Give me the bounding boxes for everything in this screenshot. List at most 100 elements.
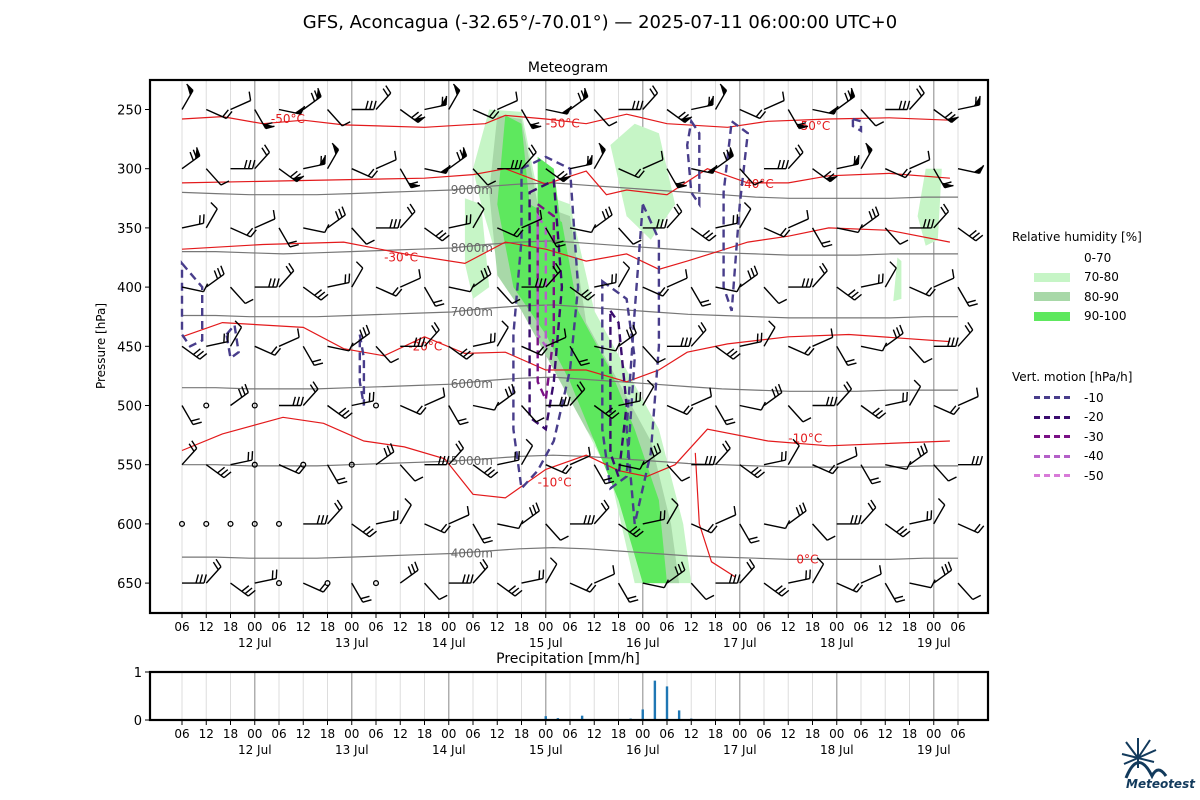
precip-bar [665,686,669,720]
x-day-label: 15 Jul [529,743,563,757]
wind-barb-staff [496,326,509,347]
wind-barb-feather [389,219,394,229]
wind-barb-feather [748,558,756,568]
geopotential-contours: 9000m 8000m 7000m 6000m 5000m 4000m [181,182,958,561]
wind-barb-feather [567,396,571,406]
vertical-motion-legend: Vert. motion [hPa/h] -10 -20 -30 -40 -50 [1012,370,1132,486]
wind-barb-feather [971,455,976,465]
wind-barb-feather [534,278,539,288]
wind-barb-feather [807,347,815,356]
x-day-label: 13 Jul [335,743,369,757]
x-tick-label: 12 [199,620,214,634]
calm-wind-circle [178,520,186,527]
wind-barb-staff [909,582,932,589]
x-tick-label: 00 [441,620,456,634]
x-tick-label: 00 [635,620,650,634]
wind-barb-feather [629,327,634,336]
wind-barb-feather [774,386,780,396]
wind-barb-feather [322,584,330,593]
wind-barb-feather [410,563,416,573]
wind-barb-feather [589,584,597,593]
precip-bar [544,716,547,720]
wind-barb-feather [634,168,642,177]
wind-barb-pennant [852,155,859,166]
wind-barb-staff [545,563,558,584]
wind-barb-staff [714,90,728,110]
wind-barb-feather [493,401,500,411]
wind-barb-feather [875,121,885,127]
wind-barb-feather [688,337,693,347]
wind-barb-feather [479,561,486,571]
wind-barb-feather [710,525,718,534]
isotherm-label: -10°C [538,475,572,489]
x-tick-label: 12 [684,727,699,741]
wind-barb-pennant [262,123,275,129]
wind-barb-pennant [585,155,592,166]
geopotential-line [182,454,958,468]
x-tick-label: 18 [417,620,432,634]
x-tick-label: 00 [247,620,262,634]
wind-barb-feather [898,100,903,110]
x-tick-label: 12 [587,727,602,741]
wind-barb-feather [868,211,873,220]
wind-barb-feather [554,240,564,245]
wind-barb-feather [310,92,316,102]
wind-barb-pennant [706,165,717,174]
humidity-legend-title: Relative humidity [%] [1012,230,1142,244]
wind-barb-feather [220,469,229,476]
wind-barb-feather [748,536,758,541]
legend-line [1034,435,1070,439]
wind-barb-staff [448,90,461,110]
wind-barb-pennant [316,88,322,101]
plot-frame [148,670,990,722]
wind-barb-staff [811,563,825,584]
wind-barb-feather [490,471,499,479]
legend-label: 90-100 [1084,309,1127,324]
wind-barb-feather [712,455,717,465]
legend-line [1034,415,1070,419]
wind-barb-feather [942,203,950,212]
y-tick-label: 1 [134,666,142,681]
calm-wind-circle [324,580,331,587]
wind-barb-feather [722,443,729,452]
wind-barb-feather [753,469,762,476]
wind-barb-staff [885,464,907,470]
precip-bar [677,710,681,720]
wind-barb-feather [845,381,853,390]
wind-barb-feather [925,286,933,295]
chart-title: GFS, Aconcagua (-32.65°/-70.01°) — 2025-… [302,12,898,33]
wind-barb-feather [795,507,801,516]
wind-barb-staff [787,445,800,466]
wind-barb-feather [285,265,292,275]
wind-barb-feather [338,480,348,485]
wind-barb-feather [816,557,825,565]
wind-barb-feather [805,278,810,288]
wind-barb-feather [843,384,850,393]
vertical-motion-contour [609,306,628,477]
wind-barb-feather [435,303,445,307]
wind-barb-feather [366,239,375,245]
legend-line [1034,474,1070,478]
wind-barb-feather [189,151,194,161]
wind-barb-feather [445,455,450,465]
wind-barb-feather [732,353,741,360]
wind-barb-feather [754,180,763,186]
wind-barb-feather [441,455,446,465]
wind-barb-feather [433,299,443,304]
isotherm-line [181,227,951,270]
x-tick-label: 12 [587,620,602,634]
wind-barb-feather [314,362,324,367]
wind-barb-staff [569,227,592,234]
wind-barb-staff [326,149,340,170]
wind-barb-feather [729,350,738,358]
wind-barb-staff [424,395,445,407]
x-tick-label: 12 [878,727,893,741]
wind-barb-feather [724,440,731,449]
wind-barb-feather [777,159,782,169]
wind-barb-feather [511,383,516,393]
wind-barb-feather [462,574,466,584]
wind-barb-feather [856,584,864,593]
wind-barb-feather [845,358,855,363]
wind-barb-feather [750,539,760,544]
